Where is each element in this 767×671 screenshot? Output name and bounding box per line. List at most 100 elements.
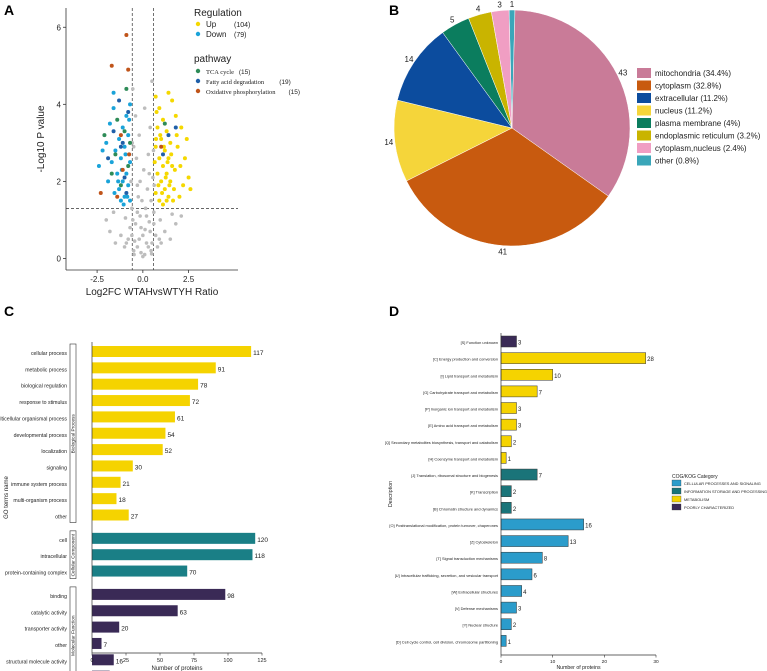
group-bracket <box>69 530 77 579</box>
bar <box>500 535 569 547</box>
point-fatty-acid <box>173 125 178 130</box>
legend-label: Oxidative phosphorylation <box>206 89 276 96</box>
group-bracket <box>69 343 77 523</box>
legend-label: TCA cycle <box>206 69 234 76</box>
bar <box>500 502 512 514</box>
point-tca-cycle <box>115 117 120 122</box>
x-tick-label: 0.0 <box>137 275 149 284</box>
point-down <box>112 190 117 195</box>
legend-regulation-title: Regulation <box>194 8 242 19</box>
bar <box>500 635 507 647</box>
category-label: [S] Function unknown <box>461 340 498 345</box>
point-not-significant <box>146 245 151 249</box>
pie-legend-swatch <box>637 80 651 91</box>
point-down <box>117 187 122 192</box>
point-not-significant <box>133 114 138 118</box>
point-up <box>177 194 182 199</box>
point-not-significant <box>132 239 137 243</box>
point-up <box>182 156 187 161</box>
legend-count: (15) <box>239 69 251 76</box>
bar-value-label: 120 <box>257 537 268 544</box>
category-label: intracellular <box>40 554 67 560</box>
point-not-significant <box>139 250 143 255</box>
bar-value-label: 2 <box>513 623 517 629</box>
point-down <box>118 156 123 161</box>
point-tca-cycle <box>102 133 107 138</box>
point-not-significant <box>152 210 156 215</box>
point-not-significant <box>152 183 156 188</box>
pie-legend-label: other (0.8%) <box>655 157 699 166</box>
point-down <box>113 148 118 153</box>
point-not-significant <box>143 227 147 232</box>
category-label: structural molecule activity <box>6 659 67 665</box>
category-label: developmental process <box>14 433 68 439</box>
bar <box>92 493 117 505</box>
point-up <box>188 187 193 192</box>
bar <box>92 444 163 456</box>
x-tick-label: 2.5 <box>183 275 195 284</box>
point-up <box>171 198 176 203</box>
bar-value-label: 63 <box>180 609 188 616</box>
x-tick-label: 0 <box>90 658 93 664</box>
pie-legend-swatch <box>637 143 651 153</box>
point-up <box>159 179 164 184</box>
pie-legend-label: cytoplasm (32.8%) <box>655 82 722 91</box>
pie-legend-label: mitochondria (34.4%) <box>655 69 731 78</box>
point-down <box>128 160 133 165</box>
point-not-significant <box>147 171 152 176</box>
point-not-significant <box>131 144 136 149</box>
point-down <box>106 179 111 184</box>
legend-label: Down <box>206 30 226 39</box>
category-label: immune system process <box>11 482 67 488</box>
category-label: binding <box>50 594 67 600</box>
point-not-significant <box>132 252 136 257</box>
point-up <box>153 94 158 99</box>
point-fatty-acid <box>160 152 165 157</box>
point-oxphos <box>124 32 129 37</box>
point-down <box>128 102 133 107</box>
point-not-significant <box>152 221 156 226</box>
point-not-significant <box>131 248 136 253</box>
x-tick-label: 75 <box>191 658 197 664</box>
point-tca-cycle <box>162 121 167 126</box>
x-axis-title: Number of proteins <box>556 665 601 671</box>
bar <box>500 601 517 614</box>
point-up <box>172 167 177 172</box>
bar <box>92 637 102 649</box>
point-down <box>107 121 112 126</box>
point-up <box>155 125 160 130</box>
pie-slice-label: 1 <box>510 0 515 9</box>
point-down <box>111 106 116 111</box>
category-label: response to stimulus <box>19 400 67 406</box>
legend-label: Up <box>206 20 217 29</box>
point-up <box>167 183 172 188</box>
bar <box>500 568 533 581</box>
point-down <box>109 160 114 165</box>
point-not-significant <box>130 206 134 211</box>
category-label: [Q] Secondary metabolites biosynthesis, … <box>385 440 498 445</box>
bar <box>92 411 175 423</box>
point-down <box>124 113 129 118</box>
legend-count: (104) <box>234 22 250 29</box>
x-tick-label: 50 <box>157 658 163 664</box>
point-not-significant <box>111 210 116 215</box>
go-bar-chart: 117 cellular process 91 metabolic process 78… <box>0 342 268 671</box>
bar-value-label: 78 <box>200 383 208 390</box>
point-up <box>156 183 161 188</box>
legend-label: CELLULAR PROCESSES AND SIGNALING <box>684 481 761 486</box>
pie-slice <box>491 9 513 129</box>
point-not-significant <box>139 225 143 230</box>
pie-slice <box>397 32 513 129</box>
point-down <box>122 194 127 199</box>
point-tca-cycle <box>126 163 131 168</box>
category-label: [P] Inorganic ion transport and metaboli… <box>425 407 498 412</box>
legend-swatch <box>671 503 682 511</box>
bar <box>500 335 517 348</box>
point-not-significant <box>151 148 156 153</box>
pie-slice <box>511 9 631 197</box>
point-up <box>157 106 162 111</box>
point-tca-cycle <box>109 171 114 176</box>
category-label: other <box>55 643 67 649</box>
pie-legend-swatch <box>637 93 651 103</box>
